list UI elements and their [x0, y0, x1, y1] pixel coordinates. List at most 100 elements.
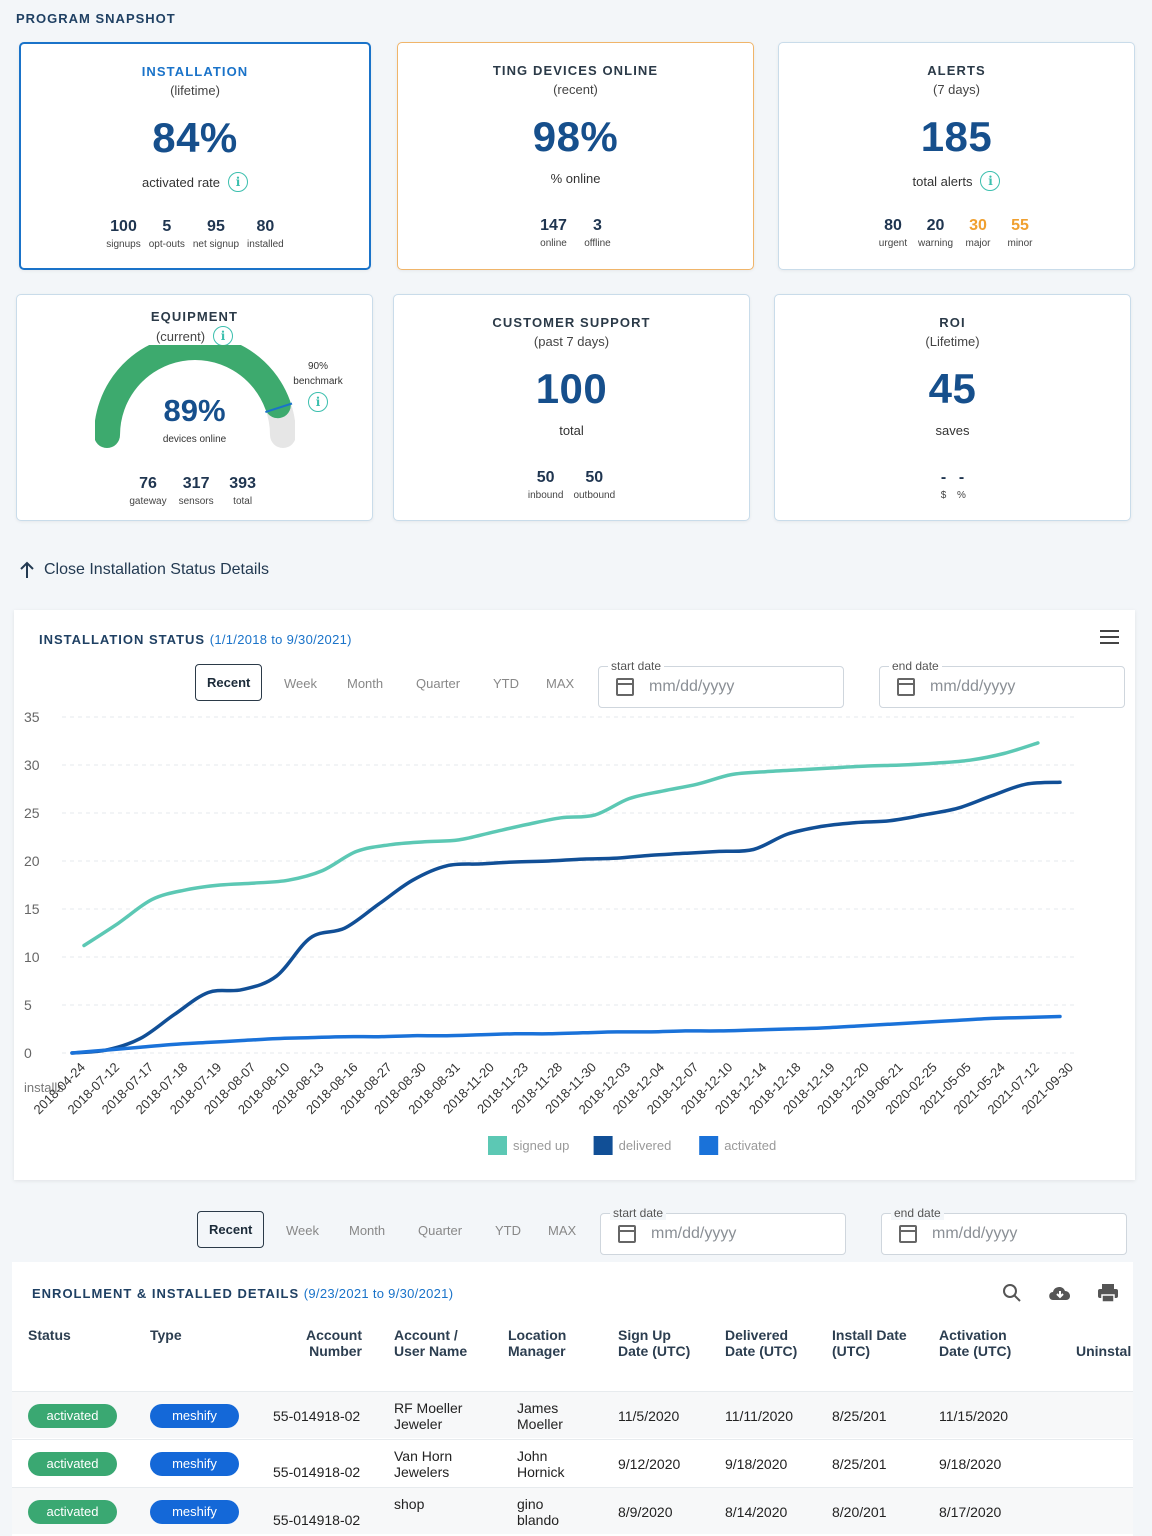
range-month-button[interactable]: Month — [347, 676, 384, 691]
calendar-icon — [899, 1225, 917, 1243]
gauge — [95, 345, 295, 448]
card-label: activated rate — [141, 174, 221, 190]
delivered-date-cell: 8/14/2020 — [725, 1504, 788, 1520]
info-icon[interactable]: i — [308, 392, 328, 412]
card-subtitle: (current) — [155, 328, 206, 344]
info-icon[interactable]: i — [228, 172, 249, 192]
col-uninstall-date[interactable]: Uninstal — [1076, 1343, 1132, 1359]
legend-swatch — [593, 1136, 613, 1155]
y-tick-label: 25 — [24, 805, 40, 821]
status-badge: activated — [28, 1452, 117, 1476]
type-badge: meshify — [150, 1500, 239, 1524]
benchmark-marker — [265, 402, 293, 414]
y-tick-label: 0 — [24, 1045, 32, 1061]
range-max-button[interactable]: MAX — [546, 676, 575, 691]
account-number-cell: 55-014918-02 — [273, 1464, 361, 1480]
sign-up-date-cell: 11/5/2020 — [618, 1408, 680, 1424]
table-title-range: (9/23/2021 to 9/30/2021) — [303, 1286, 454, 1301]
installation-chart: 05101520253035installs2018-04-242018-07-… — [24, 709, 1076, 1155]
legend-label: activated — [724, 1138, 776, 1153]
table-range-ytd-button[interactable]: YTD — [495, 1223, 521, 1238]
type-badge: meshify — [150, 1452, 239, 1476]
menu-icon[interactable] — [1100, 629, 1120, 645]
cloud-download-icon[interactable] — [1047, 1283, 1073, 1303]
section-title: PROGRAM SNAPSHOT — [16, 11, 176, 26]
chart-start-date-field[interactable]: start date mm/dd/yyyy — [598, 659, 844, 708]
close-details-link[interactable]: Close Installation Status Details — [18, 561, 269, 579]
y-tick-label: 10 — [24, 949, 40, 965]
col-type[interactable]: Type — [150, 1327, 182, 1343]
col-activation-date[interactable]: Activation Date (UTC) — [939, 1327, 1012, 1359]
col-sign-up-date[interactable]: Sign Up Date (UTC) — [618, 1327, 691, 1359]
range-quarter-button[interactable]: Quarter — [416, 676, 461, 691]
col-location-manager[interactable]: Location Manager — [508, 1327, 567, 1359]
stat-sensors: 317 sensors — [178, 475, 214, 507]
installation-card[interactable]: INSTALLATION (lifetime) 84% activated ra… — [19, 42, 371, 270]
range-ytd-button[interactable]: YTD — [493, 676, 519, 691]
gauge-fill — [95, 345, 291, 448]
install-date-cell: 8/20/201 — [832, 1504, 887, 1520]
account-user-cell: shop — [394, 1496, 425, 1512]
devices-online-card[interactable]: TING DEVICES ONLINE (recent) 98% % onlin… — [397, 42, 754, 270]
table-range-quarter-button[interactable]: Quarter — [418, 1223, 463, 1238]
card-label: devices online — [162, 434, 227, 445]
series-line-activated — [70, 1014, 1062, 1055]
panel-title-text: INSTALLATION STATUS — [39, 632, 206, 647]
table-start-date-field[interactable]: start date mm/dd/yyyy — [600, 1206, 846, 1255]
stat-percent: -% — [957, 469, 966, 501]
card-value: 98% — [532, 113, 619, 160]
roi-card[interactable]: ROI (Lifetime) 45 saves - $ -% — [774, 294, 1131, 521]
card-title: ALERTS — [927, 63, 986, 78]
col-delivered-date[interactable]: Delivered Date (UTC) — [725, 1327, 798, 1359]
table-title-text: ENROLLMENT & INSTALLED DETAILS — [32, 1286, 300, 1301]
stat-dollars: - $ — [940, 469, 947, 501]
close-details-label: Close Installation Status Details — [44, 561, 269, 578]
stat-warning: 20 warning — [917, 217, 954, 249]
info-icon[interactable]: i — [980, 171, 1001, 191]
status-badge: activated — [28, 1500, 117, 1524]
table-range-recent-button[interactable]: Recent — [197, 1211, 265, 1248]
stat-online: 147 online — [540, 217, 567, 249]
card-label: % online — [550, 171, 601, 186]
equipment-card[interactable]: EQUIPMENT (current) i 89% devices online… — [16, 294, 373, 521]
table-range-month-button[interactable]: Month — [349, 1223, 386, 1238]
col-status[interactable]: Status — [28, 1327, 71, 1343]
search-icon[interactable] — [1002, 1283, 1022, 1303]
customer-support-card[interactable]: CUSTOMER SUPPORT (past 7 days) 100 total… — [393, 294, 750, 521]
series-line-delivered — [70, 780, 1062, 1055]
legend-label: signed up — [513, 1138, 569, 1153]
alerts-card[interactable]: ALERTS (7 days) 185 total alerts i 80 urge… — [778, 42, 1135, 270]
range-week-button[interactable]: Week — [284, 676, 317, 691]
table-range-week-button[interactable]: Week — [286, 1223, 319, 1238]
account-number-cell: 55-014918-02 — [273, 1408, 361, 1424]
panel-title: INSTALLATION STATUS (1/1/2018 to 9/30/20… — [39, 632, 352, 647]
legend-swatch — [488, 1136, 507, 1155]
col-account-number[interactable]: Account Number — [306, 1327, 362, 1359]
chart-end-date-field[interactable]: end date mm/dd/yyyy — [879, 659, 1125, 708]
card-value: 45 — [928, 365, 977, 412]
card-subtitle: (7 days) — [933, 82, 980, 97]
location-manager-cell: James Moeller — [517, 1400, 563, 1432]
delivered-date-cell: 11/11/2020 — [725, 1408, 793, 1424]
card-subtitle: (recent) — [553, 82, 598, 97]
card-title: EQUIPMENT — [150, 309, 239, 324]
table-title: ENROLLMENT & INSTALLED DETAILS (9/23/202… — [32, 1286, 453, 1301]
table-row[interactable]: activated meshify 55-014918-02 Van Horn Jew… — [12, 1439, 1133, 1486]
table-end-date-field[interactable]: end date mm/dd/yyyy — [881, 1206, 1127, 1255]
benchmark-value: 90% — [307, 361, 328, 372]
table-range-max-button[interactable]: MAX — [548, 1223, 577, 1238]
table-row[interactable]: activated meshify 55-014918-02 shop gino bla… — [12, 1487, 1133, 1534]
col-install-date[interactable]: Install Date (UTC) — [832, 1327, 907, 1359]
panel-title-range: (1/1/2018 to 9/30/2021) — [209, 632, 352, 647]
print-icon[interactable] — [1097, 1283, 1119, 1303]
col-account-user[interactable]: Account / User Name — [394, 1327, 468, 1359]
range-recent-button[interactable]: Recent — [195, 664, 263, 701]
y-axis-label: installs — [24, 1080, 64, 1095]
delivered-date-cell: 9/18/2020 — [725, 1456, 788, 1472]
card-title: CUSTOMER SUPPORT — [492, 315, 651, 330]
info-icon[interactable]: i — [213, 326, 234, 346]
stat-inbound: 50 inbound — [527, 469, 564, 501]
activation-date-cell: 9/18/2020 — [939, 1456, 1002, 1472]
table-row[interactable]: activated meshify 55-014918-02 RF Moeller J… — [12, 1391, 1133, 1438]
y-tick-label: 20 — [24, 853, 40, 869]
